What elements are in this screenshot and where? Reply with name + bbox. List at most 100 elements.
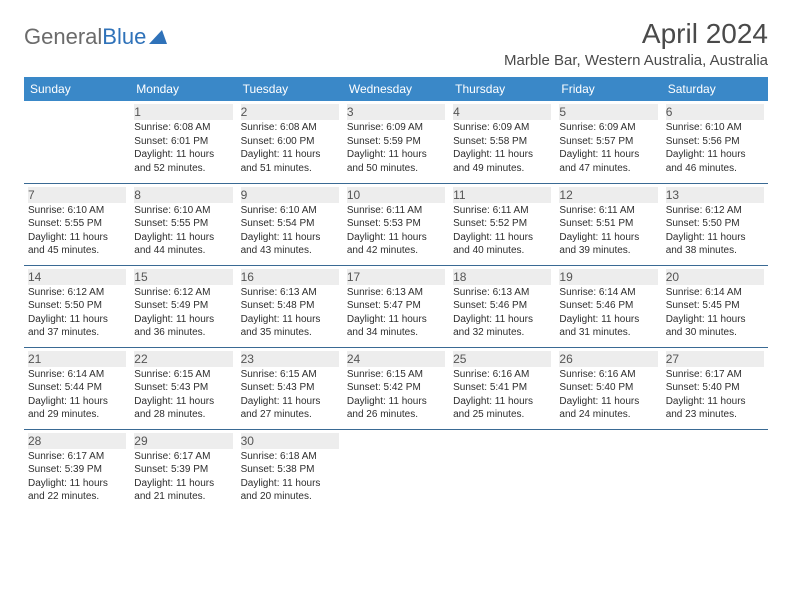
calendar-row: 21Sunrise: 6:14 AMSunset: 5:44 PMDayligh… (24, 347, 768, 429)
daylight-text: Daylight: 11 hours and 38 minutes. (666, 231, 764, 258)
sunset-text: Sunset: 5:58 PM (453, 135, 551, 149)
calendar-table: Sunday Monday Tuesday Wednesday Thursday… (24, 77, 768, 511)
day-number: 3 (347, 104, 445, 120)
sunset-text: Sunset: 5:55 PM (28, 217, 126, 231)
calendar-cell: 27Sunrise: 6:17 AMSunset: 5:40 PMDayligh… (662, 347, 768, 429)
sunrise-text: Sunrise: 6:13 AM (453, 286, 551, 300)
logo-text-1: General (24, 24, 102, 50)
daylight-text: Daylight: 11 hours and 52 minutes. (134, 148, 232, 175)
calendar-cell (24, 101, 130, 183)
calendar-cell: 8Sunrise: 6:10 AMSunset: 5:55 PMDaylight… (130, 183, 236, 265)
day-number: 26 (559, 351, 657, 367)
sunrise-text: Sunrise: 6:09 AM (453, 121, 551, 135)
sunrise-text: Sunrise: 6:14 AM (666, 286, 764, 300)
day-number: 30 (241, 433, 339, 449)
day-number: 8 (134, 187, 232, 203)
daylight-text: Daylight: 11 hours and 49 minutes. (453, 148, 551, 175)
sunset-text: Sunset: 5:52 PM (453, 217, 551, 231)
day-number: 15 (134, 269, 232, 285)
calendar-cell (555, 429, 661, 511)
daylight-text: Daylight: 11 hours and 42 minutes. (347, 231, 445, 258)
calendar-cell: 23Sunrise: 6:15 AMSunset: 5:43 PMDayligh… (237, 347, 343, 429)
sunset-text: Sunset: 5:47 PM (347, 299, 445, 313)
sunrise-text: Sunrise: 6:13 AM (241, 286, 339, 300)
daylight-text: Daylight: 11 hours and 22 minutes. (28, 477, 126, 504)
sunrise-text: Sunrise: 6:15 AM (134, 368, 232, 382)
calendar-row: 14Sunrise: 6:12 AMSunset: 5:50 PMDayligh… (24, 265, 768, 347)
calendar-row: 28Sunrise: 6:17 AMSunset: 5:39 PMDayligh… (24, 429, 768, 511)
sunrise-text: Sunrise: 6:16 AM (453, 368, 551, 382)
daylight-text: Daylight: 11 hours and 21 minutes. (134, 477, 232, 504)
sunrise-text: Sunrise: 6:11 AM (347, 204, 445, 218)
sunrise-text: Sunrise: 6:12 AM (28, 286, 126, 300)
day-number: 13 (666, 187, 764, 203)
calendar-cell: 14Sunrise: 6:12 AMSunset: 5:50 PMDayligh… (24, 265, 130, 347)
daylight-text: Daylight: 11 hours and 50 minutes. (347, 148, 445, 175)
daylight-text: Daylight: 11 hours and 24 minutes. (559, 395, 657, 422)
day-number: 22 (134, 351, 232, 367)
sunrise-text: Sunrise: 6:16 AM (559, 368, 657, 382)
sunset-text: Sunset: 5:38 PM (241, 463, 339, 477)
sunrise-text: Sunrise: 6:18 AM (241, 450, 339, 464)
sunset-text: Sunset: 5:57 PM (559, 135, 657, 149)
sunrise-text: Sunrise: 6:13 AM (347, 286, 445, 300)
day-number: 4 (453, 104, 551, 120)
calendar-cell: 7Sunrise: 6:10 AMSunset: 5:55 PMDaylight… (24, 183, 130, 265)
sunset-text: Sunset: 5:51 PM (559, 217, 657, 231)
weekday-header: Thursday (449, 77, 555, 101)
calendar-cell (343, 429, 449, 511)
sunset-text: Sunset: 5:46 PM (453, 299, 551, 313)
daylight-text: Daylight: 11 hours and 20 minutes. (241, 477, 339, 504)
calendar-cell: 12Sunrise: 6:11 AMSunset: 5:51 PMDayligh… (555, 183, 661, 265)
daylight-text: Daylight: 11 hours and 23 minutes. (666, 395, 764, 422)
sunrise-text: Sunrise: 6:15 AM (241, 368, 339, 382)
month-title: April 2024 (504, 18, 768, 50)
calendar-cell: 9Sunrise: 6:10 AMSunset: 5:54 PMDaylight… (237, 183, 343, 265)
sunrise-text: Sunrise: 6:17 AM (28, 450, 126, 464)
sunrise-text: Sunrise: 6:12 AM (134, 286, 232, 300)
day-number: 24 (347, 351, 445, 367)
sunset-text: Sunset: 5:43 PM (134, 381, 232, 395)
daylight-text: Daylight: 11 hours and 32 minutes. (453, 313, 551, 340)
day-number: 10 (347, 187, 445, 203)
calendar-cell: 6Sunrise: 6:10 AMSunset: 5:56 PMDaylight… (662, 101, 768, 183)
calendar-cell: 1Sunrise: 6:08 AMSunset: 6:01 PMDaylight… (130, 101, 236, 183)
day-number: 12 (559, 187, 657, 203)
calendar-cell: 4Sunrise: 6:09 AMSunset: 5:58 PMDaylight… (449, 101, 555, 183)
day-number: 20 (666, 269, 764, 285)
daylight-text: Daylight: 11 hours and 36 minutes. (134, 313, 232, 340)
daylight-text: Daylight: 11 hours and 51 minutes. (241, 148, 339, 175)
weekday-header: Monday (130, 77, 236, 101)
page-header: GeneralBlue April 2024 Marble Bar, Weste… (24, 18, 768, 69)
weekday-header: Sunday (24, 77, 130, 101)
sunrise-text: Sunrise: 6:12 AM (666, 204, 764, 218)
daylight-text: Daylight: 11 hours and 30 minutes. (666, 313, 764, 340)
sunset-text: Sunset: 5:56 PM (666, 135, 764, 149)
daylight-text: Daylight: 11 hours and 25 minutes. (453, 395, 551, 422)
sunset-text: Sunset: 5:39 PM (134, 463, 232, 477)
calendar-cell: 24Sunrise: 6:15 AMSunset: 5:42 PMDayligh… (343, 347, 449, 429)
daylight-text: Daylight: 11 hours and 43 minutes. (241, 231, 339, 258)
calendar-cell: 25Sunrise: 6:16 AMSunset: 5:41 PMDayligh… (449, 347, 555, 429)
sunset-text: Sunset: 5:53 PM (347, 217, 445, 231)
sunset-text: Sunset: 5:40 PM (559, 381, 657, 395)
day-number: 14 (28, 269, 126, 285)
day-number: 11 (453, 187, 551, 203)
sunset-text: Sunset: 5:44 PM (28, 381, 126, 395)
day-number: 19 (559, 269, 657, 285)
daylight-text: Daylight: 11 hours and 31 minutes. (559, 313, 657, 340)
sunrise-text: Sunrise: 6:11 AM (559, 204, 657, 218)
calendar-cell: 28Sunrise: 6:17 AMSunset: 5:39 PMDayligh… (24, 429, 130, 511)
weekday-header: Wednesday (343, 77, 449, 101)
calendar-cell: 17Sunrise: 6:13 AMSunset: 5:47 PMDayligh… (343, 265, 449, 347)
logo: GeneralBlue (24, 18, 167, 50)
calendar-cell (662, 429, 768, 511)
sunrise-text: Sunrise: 6:15 AM (347, 368, 445, 382)
calendar-cell: 26Sunrise: 6:16 AMSunset: 5:40 PMDayligh… (555, 347, 661, 429)
sunrise-text: Sunrise: 6:14 AM (28, 368, 126, 382)
calendar-cell (449, 429, 555, 511)
day-number: 18 (453, 269, 551, 285)
day-number: 5 (559, 104, 657, 120)
day-number: 25 (453, 351, 551, 367)
logo-triangle-icon (149, 30, 167, 44)
